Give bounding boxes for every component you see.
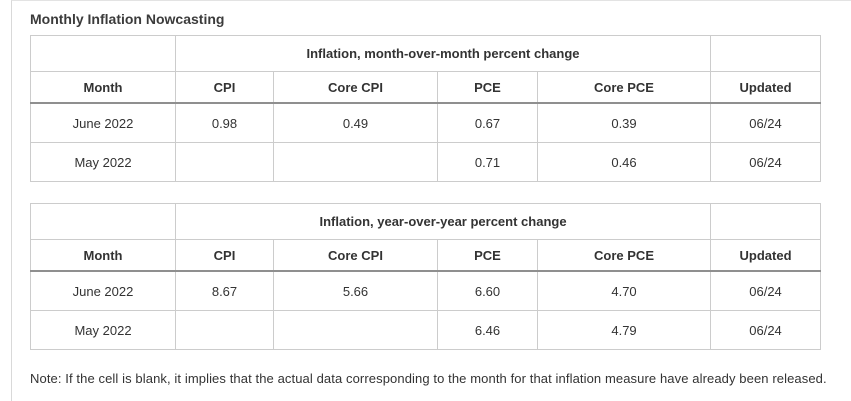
col-header-pce: PCE <box>437 71 538 104</box>
cell-pce: 0.67 <box>437 102 538 143</box>
spacer-cell <box>710 35 822 72</box>
cell-updated: 06/24 <box>710 270 822 311</box>
cell-month: May 2022 <box>30 142 176 182</box>
cell-updated: 06/24 <box>710 142 822 182</box>
table-row: June 2022 0.98 0.49 0.67 0.39 06/24 <box>30 102 822 143</box>
cell-core-pce: 0.39 <box>536 102 712 143</box>
cell-core-pce: 4.70 <box>536 270 712 311</box>
col-header-updated: Updated <box>710 71 822 104</box>
cell-core-cpi: 5.66 <box>273 270 438 311</box>
col-header-updated: Updated <box>710 239 822 272</box>
col-header-month: Month <box>30 239 176 272</box>
yoy-column-header-row: Month CPI Core CPI PCE Core PCE Updated <box>30 239 822 272</box>
blank-cell-note: Note: If the cell is blank, it implies t… <box>30 371 827 386</box>
table-row: May 2022 0.71 0.46 06/24 <box>30 142 822 182</box>
cell-core-cpi <box>273 142 438 182</box>
mom-group-header: Inflation, month-over-month percent chan… <box>174 35 712 72</box>
col-header-month: Month <box>30 71 176 104</box>
col-header-core-cpi: Core CPI <box>273 71 438 104</box>
col-header-core-cpi: Core CPI <box>273 239 438 272</box>
cell-month: June 2022 <box>30 102 176 143</box>
cell-updated: 06/24 <box>710 310 822 350</box>
cell-core-pce: 4.79 <box>536 310 712 350</box>
page-title: Monthly Inflation Nowcasting <box>30 11 225 27</box>
cell-cpi <box>175 142 274 182</box>
cell-core-cpi <box>273 310 438 350</box>
cell-month: June 2022 <box>30 270 176 311</box>
mom-column-header-row: Month CPI Core CPI PCE Core PCE Updated <box>30 71 822 104</box>
yoy-group-header: Inflation, year-over-year percent change <box>174 203 712 240</box>
table-row: May 2022 6.46 4.79 06/24 <box>30 310 822 350</box>
cell-core-cpi: 0.49 <box>273 102 438 143</box>
col-header-core-pce: Core PCE <box>536 71 712 104</box>
yoy-group-header-row: Inflation, year-over-year percent change <box>30 203 822 240</box>
content-panel: Monthly Inflation Nowcasting Inflation, … <box>11 0 851 401</box>
table-row: June 2022 8.67 5.66 6.60 4.70 06/24 <box>30 270 822 311</box>
cell-month: May 2022 <box>30 310 176 350</box>
cell-cpi: 0.98 <box>175 102 274 143</box>
yoy-table: Inflation, year-over-year percent change… <box>30 203 822 350</box>
spacer-cell <box>30 203 176 240</box>
col-header-pce: PCE <box>437 239 538 272</box>
cell-pce: 0.71 <box>437 142 538 182</box>
spacer-cell <box>30 35 176 72</box>
mom-group-header-row: Inflation, month-over-month percent chan… <box>30 35 822 72</box>
mom-table: Inflation, month-over-month percent chan… <box>30 35 822 182</box>
cell-core-pce: 0.46 <box>536 142 712 182</box>
col-header-cpi: CPI <box>175 239 274 272</box>
spacer-cell <box>710 203 822 240</box>
cell-cpi: 8.67 <box>175 270 274 311</box>
cell-cpi <box>175 310 274 350</box>
col-header-core-pce: Core PCE <box>536 239 712 272</box>
cell-pce: 6.46 <box>437 310 538 350</box>
cell-pce: 6.60 <box>437 270 538 311</box>
cell-updated: 06/24 <box>710 102 822 143</box>
col-header-cpi: CPI <box>175 71 274 104</box>
